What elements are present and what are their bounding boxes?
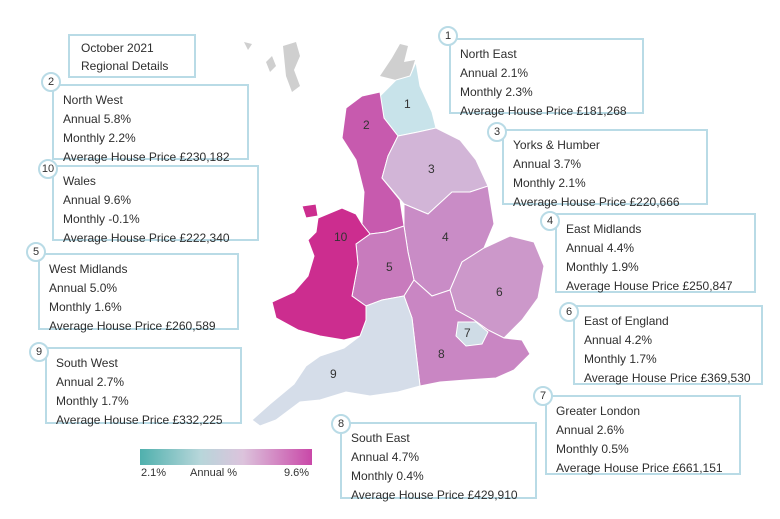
date-subtitle: Regional Details	[81, 59, 169, 73]
info-box-south-east: South East Annual 4.7% Monthly 0.4% Aver…	[340, 422, 537, 502]
badge-south-west: 9	[29, 342, 49, 362]
date-title-box: October 2021 Regional Details	[68, 34, 196, 78]
legend-gradient	[140, 449, 312, 465]
legend-max: 9.6%	[284, 467, 310, 479]
monthly-change: Monthly 1.7%	[584, 352, 657, 366]
monthly-change: Monthly 0.5%	[556, 442, 629, 456]
average-price: Average House Price £222,340	[63, 231, 230, 245]
average-price: Average House Price £220,666	[513, 195, 680, 209]
legend-title: Annual %	[190, 467, 238, 479]
map-label-4: 4	[442, 230, 449, 244]
info-box-east-of-england: East of England Annual 4.2% Monthly 1.7%…	[573, 305, 763, 385]
map-label-3: 3	[428, 162, 435, 176]
region-shape-north-west[interactable]	[341, 91, 405, 235]
info-box-yorks-humber: Yorks & Humber Annual 3.7% Monthly 2.1% …	[502, 129, 708, 209]
badge-wales: 10	[38, 159, 58, 179]
monthly-change: Monthly 1.6%	[49, 300, 122, 314]
region-name: West Midlands	[49, 262, 128, 276]
badge-west-midlands: 5	[26, 242, 46, 262]
annual-change: Annual 4.2%	[584, 333, 653, 347]
monthly-change: Monthly 2.2%	[63, 131, 136, 145]
average-price: Average House Price £181,268	[460, 104, 627, 118]
average-price: Average House Price £429,910	[351, 488, 518, 502]
monthly-change: Monthly 2.1%	[513, 176, 586, 190]
badge-east-of-england: 6	[559, 302, 579, 322]
region-shape-wales[interactable]	[271, 203, 371, 341]
annual-change: Annual 5.0%	[49, 281, 118, 295]
info-box-north-west: North West Annual 5.8% Monthly 2.2% Aver…	[52, 84, 249, 164]
region-name: Greater London	[556, 404, 641, 418]
region-name: Yorks & Humber	[513, 138, 600, 152]
badge-east-midlands: 4	[540, 211, 560, 231]
map-label-10: 10	[334, 230, 348, 244]
annual-change: Annual 2.1%	[460, 66, 529, 80]
region-name: South West	[56, 356, 118, 370]
average-price: Average House Price £260,589	[49, 319, 216, 333]
region-name: North East	[460, 47, 517, 61]
map-label-1: 1	[404, 97, 411, 111]
map-label-9: 9	[330, 367, 337, 381]
region-name: East of England	[584, 314, 669, 328]
date-title: October 2021	[81, 41, 154, 55]
info-box-wales: Wales Annual 9.6% Monthly -0.1% Average …	[52, 165, 259, 245]
badge-greater-london: 7	[533, 386, 553, 406]
info-box-east-midlands: East Midlands Annual 4.4% Monthly 1.9% A…	[555, 213, 756, 293]
average-price: Average House Price £332,225	[56, 413, 223, 427]
annual-change: Annual 9.6%	[63, 193, 132, 207]
average-price: Average House Price £369,530	[584, 371, 751, 385]
info-box-south-west: South West Annual 2.7% Monthly 1.7% Aver…	[45, 347, 242, 427]
region-name: Wales	[63, 174, 96, 188]
badge-north-west: 2	[41, 72, 61, 92]
region-name: North West	[63, 93, 123, 107]
annual-change: Annual 2.7%	[56, 375, 125, 389]
annual-change: Annual 4.7%	[351, 450, 420, 464]
badge-yorks-humber: 3	[487, 122, 507, 142]
annual-change: Annual 4.4%	[566, 241, 635, 255]
monthly-change: Monthly 1.7%	[56, 394, 129, 408]
map-label-8: 8	[438, 347, 445, 361]
map-label-7: 7	[464, 326, 471, 340]
info-box-north-east: North East Annual 2.1% Monthly 2.3% Aver…	[449, 38, 644, 118]
map-label-2: 2	[363, 118, 370, 132]
badge-south-east: 8	[331, 414, 351, 434]
info-box-greater-london: Greater London Annual 2.6% Monthly 0.5% …	[545, 395, 741, 475]
map-label-5: 5	[386, 260, 393, 274]
average-price: Average House Price £230,182	[63, 150, 230, 164]
scotland-shape	[244, 42, 415, 92]
monthly-change: Monthly 1.9%	[566, 260, 639, 274]
map-label-6: 6	[496, 285, 503, 299]
info-box-west-midlands: West Midlands Annual 5.0% Monthly 1.6% A…	[38, 253, 239, 333]
region-shape-south-west[interactable]	[251, 295, 421, 427]
annual-change: Annual 2.6%	[556, 423, 625, 437]
average-price: Average House Price £250,847	[566, 279, 733, 293]
legend-min: 2.1%	[141, 467, 167, 479]
region-shape-greater-london[interactable]	[455, 321, 489, 347]
monthly-change: Monthly -0.1%	[63, 212, 140, 226]
region-name: East Midlands	[566, 222, 642, 236]
monthly-change: Monthly 2.3%	[460, 85, 533, 99]
annual-change: Annual 3.7%	[513, 157, 582, 171]
average-price: Average House Price £661,151	[556, 461, 723, 475]
badge-north-east: 1	[438, 26, 458, 46]
annual-change: Annual 5.8%	[63, 112, 132, 126]
monthly-change: Monthly 0.4%	[351, 469, 424, 483]
region-name: South East	[351, 431, 410, 445]
